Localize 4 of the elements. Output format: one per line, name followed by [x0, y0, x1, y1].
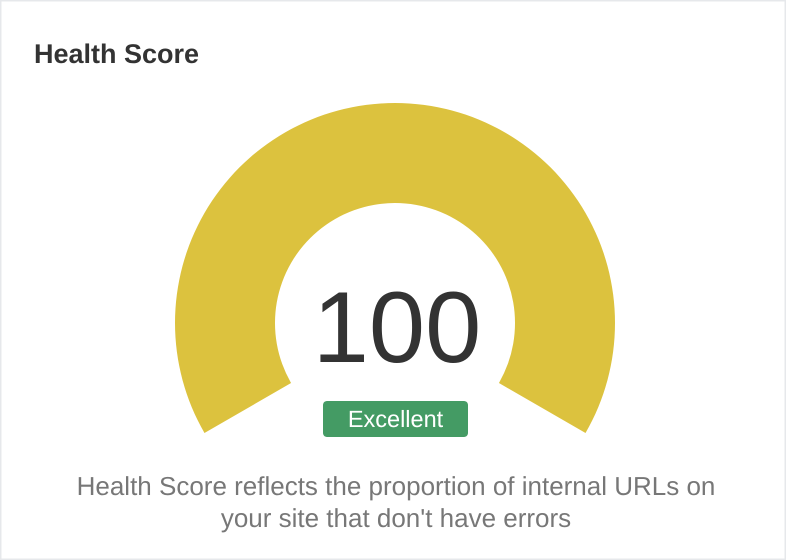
text: Excellent: [348, 406, 444, 432]
text: Health Score reflects the proportion of internal URLs on your site that don't have errors: [76, 471, 716, 533]
data-label: 100: [312, 272, 482, 384]
text: Health Score: [34, 39, 200, 69]
